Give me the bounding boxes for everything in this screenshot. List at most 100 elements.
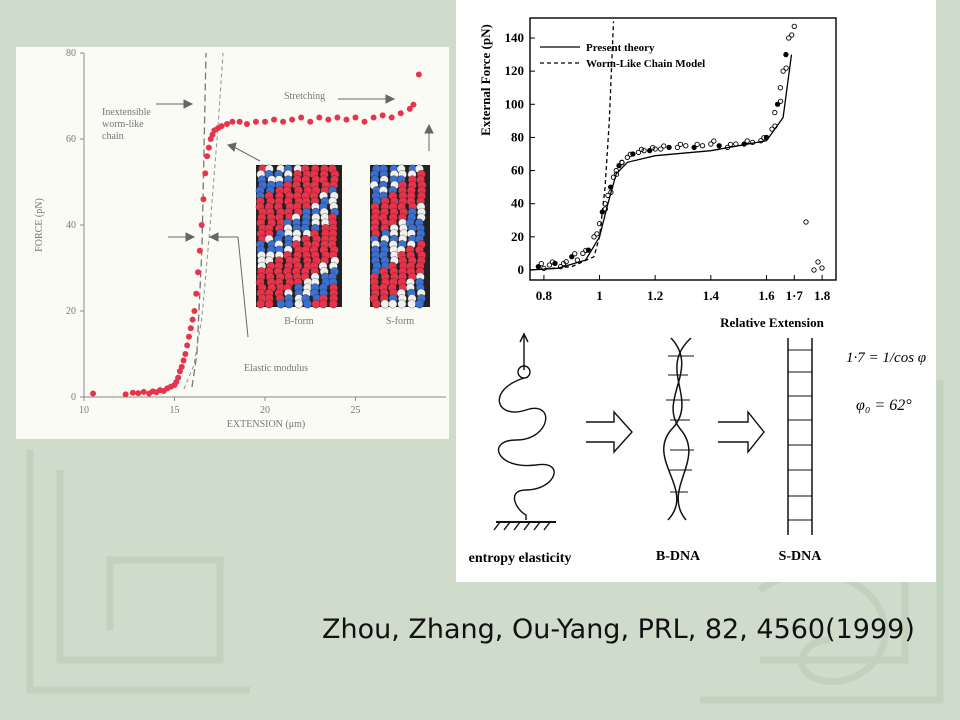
y-tick-label: 60 [66, 134, 76, 145]
data-point [135, 390, 142, 397]
s-dna-sketch [787, 338, 813, 535]
left-xlabel: EXTENSION (μm) [227, 419, 305, 430]
y-tick-label: 80 [511, 129, 524, 144]
x-tick-label: 1.6 [758, 288, 775, 303]
atom [256, 299, 265, 309]
s-form-image [369, 164, 430, 309]
data-point [630, 151, 636, 157]
data-point [191, 308, 198, 314]
citation: Zhou, Zhang, Ou-Yang, PRL, 82, 4560(1999… [322, 614, 915, 645]
elastic-modulus-label: Elastic modulus [244, 363, 308, 374]
data-point [202, 170, 209, 177]
x-tick-label: 1.8 [814, 288, 831, 303]
data-point [361, 118, 368, 125]
entropy-label: entropy elasticity [469, 551, 572, 566]
data-point [572, 251, 578, 257]
data-point [780, 68, 786, 74]
atom [318, 299, 328, 309]
left-ylabel: FORCE (pN) [34, 198, 45, 252]
extensible-wlc-curve [183, 52, 224, 390]
data-point [122, 391, 129, 398]
data-point [180, 357, 187, 364]
data-point [786, 35, 792, 41]
arrow-icon [718, 410, 765, 454]
inextensible-label-1: Inextensible [102, 107, 151, 118]
arrow-icon [586, 410, 633, 454]
y-tick-label: 0 [518, 262, 525, 277]
data-point [552, 260, 558, 267]
data-point [772, 109, 778, 116]
atom [264, 299, 274, 309]
data-point [661, 143, 667, 149]
data-point [774, 101, 781, 107]
wlc-model-line [529, 21, 615, 271]
data-point [708, 141, 714, 147]
data-point [262, 118, 268, 125]
data-point [591, 234, 597, 240]
data-point [616, 162, 622, 169]
y-tick-label: 140 [505, 30, 525, 45]
data-point [223, 120, 230, 127]
atom [294, 299, 304, 309]
data-point [727, 141, 734, 148]
data-point [182, 351, 189, 357]
data-point [546, 262, 553, 268]
data-point [334, 114, 341, 121]
x-tick-label: 25 [351, 405, 361, 416]
atom [303, 299, 312, 309]
data-point [791, 23, 797, 30]
inextensible-wlc-curve [191, 52, 207, 388]
legend-present-theory: Present theory [586, 42, 655, 54]
atom [329, 299, 338, 309]
y-tick-label: 40 [66, 220, 76, 231]
data-point [683, 143, 689, 149]
data-point [783, 65, 789, 71]
data-point [388, 114, 395, 121]
b-form-label: B-form [284, 316, 314, 327]
data-point [699, 143, 706, 149]
y-tick-label: 60 [511, 163, 524, 178]
data-point [325, 116, 332, 123]
data-point [789, 32, 795, 38]
data-point [711, 138, 717, 144]
entropy-coil-sketch [493, 332, 556, 531]
chart-legend: Present theory Worm-Like Chain Model [540, 42, 705, 70]
data-point [200, 196, 207, 203]
data-point [352, 114, 359, 121]
data-point [140, 388, 147, 395]
s-dna-label: S-DNA [779, 549, 823, 564]
data-point [641, 148, 647, 154]
data-point [638, 146, 645, 152]
y-tick-label: 100 [505, 96, 525, 111]
x-tick-label: 1 [596, 288, 603, 303]
data-point [777, 98, 784, 104]
data-point [298, 114, 305, 121]
data-point [406, 105, 413, 112]
data-point [90, 390, 97, 397]
data-point [694, 141, 700, 148]
atom [397, 299, 407, 309]
data-point [677, 141, 684, 148]
data-point [189, 316, 196, 323]
handwritten-note-2: φ₀ = 62° [856, 397, 912, 414]
data-point [187, 325, 194, 332]
handwritten-note-1: 1·7 = 1/cos φ [846, 350, 926, 366]
arrow-icon [168, 232, 249, 338]
x-tick-label: 1·7 [786, 288, 804, 303]
right-plot-frame [529, 17, 837, 281]
data-point [218, 123, 225, 130]
data-point [624, 154, 631, 160]
data-point [783, 51, 789, 58]
data-point [252, 118, 259, 125]
data-point [619, 159, 625, 165]
data-point [271, 116, 278, 123]
data-point [538, 261, 544, 267]
data-point [316, 114, 323, 121]
data-point [652, 146, 658, 152]
left-force-extension-chart: 10 15 20 25 0 20 40 60 80 FORCE (pN) EXTENSION (… [34, 48, 446, 430]
data-point [594, 231, 600, 237]
x-tick-label: 20 [260, 405, 270, 416]
left-figure-panel: 10 15 20 25 0 20 40 60 80 FORCE (pN) EXTENSION (… [16, 47, 449, 439]
y-tick-label: 20 [66, 306, 76, 317]
data-point [397, 110, 404, 117]
